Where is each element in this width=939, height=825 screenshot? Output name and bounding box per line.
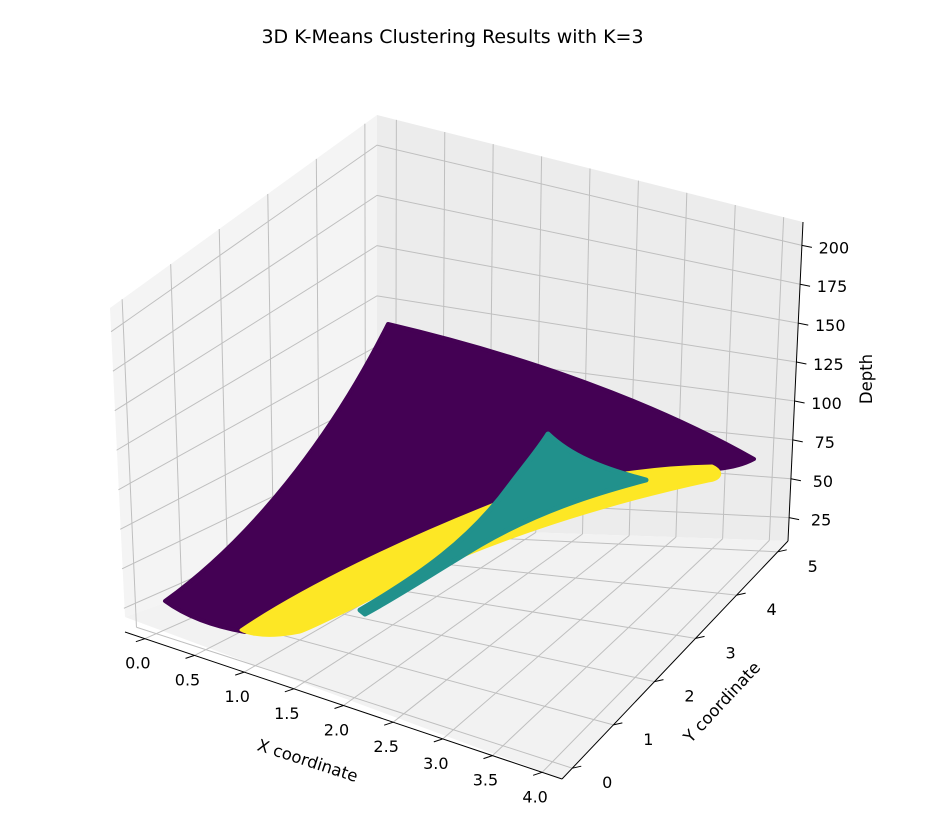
x-grid-line-back xyxy=(768,217,785,541)
z-tick xyxy=(799,283,811,287)
x-grid-line xyxy=(442,536,677,740)
chart-title: 3D K-Means Clustering Results with K=3 xyxy=(261,26,644,48)
y-grid-line-side xyxy=(170,264,183,609)
z-tick-label: 175 xyxy=(817,277,848,296)
x-tick xyxy=(433,738,443,743)
x-tick-label: 4.0 xyxy=(522,787,547,806)
x-tick-label: 3.5 xyxy=(473,771,498,790)
cluster-1-region xyxy=(357,431,649,617)
y-tick xyxy=(654,679,664,683)
y-tick-label: 2 xyxy=(684,687,694,706)
z-tick-label: 75 xyxy=(815,433,835,452)
x-tick-label: 0.0 xyxy=(125,654,150,673)
x-tick-label: 0.5 xyxy=(175,670,200,689)
y-tick-label: 0 xyxy=(602,773,612,792)
z-tick xyxy=(790,478,802,482)
z-tick xyxy=(792,439,803,443)
x-grid-line-back xyxy=(722,204,736,539)
x-grid-line xyxy=(492,538,723,756)
y-tick xyxy=(777,549,787,553)
y-grid-line-side xyxy=(218,229,229,590)
x-tick-label: 1.5 xyxy=(274,704,299,723)
x-grid-line xyxy=(392,535,630,723)
y-grid-line-side xyxy=(121,299,137,628)
y-tick xyxy=(695,635,705,639)
x-tick xyxy=(384,721,394,726)
z-tick xyxy=(796,361,807,365)
z-tick xyxy=(801,244,813,248)
ticks xyxy=(135,244,813,776)
y-tick xyxy=(736,592,746,596)
x-tick xyxy=(483,755,493,760)
z-axis-label: Depth xyxy=(857,354,876,404)
x-tick-label: 3.0 xyxy=(423,754,448,773)
z-tick-label: 125 xyxy=(813,355,844,374)
z-tick-label: 50 xyxy=(813,472,833,491)
z-tick xyxy=(788,517,800,521)
x-tick xyxy=(334,705,344,709)
z-tick-label: 100 xyxy=(811,394,842,413)
z-tick xyxy=(794,400,805,404)
y-tick xyxy=(613,722,623,726)
x-tick-label: 2.5 xyxy=(373,737,398,756)
z-grid-line xyxy=(112,194,801,372)
y-grid-line xyxy=(136,626,573,769)
z-grid-line xyxy=(110,144,803,333)
x-grid-line xyxy=(541,540,770,773)
x-grid-line xyxy=(343,533,583,706)
x-tick-label: 1.0 xyxy=(224,687,249,706)
y-tick-label: 4 xyxy=(767,600,777,619)
x-tick-label: 2.0 xyxy=(324,721,349,740)
x-axis-label: X coordinate xyxy=(255,736,360,786)
z-tick-label: 150 xyxy=(815,316,846,335)
z-tick-label: 25 xyxy=(811,511,831,530)
x-tick xyxy=(532,771,543,776)
x-tick xyxy=(235,671,245,676)
y-tick-label: 1 xyxy=(643,730,653,749)
z-tick xyxy=(798,322,809,326)
z-grid-line xyxy=(116,295,797,451)
x-tick xyxy=(185,654,195,659)
cluster-2-region xyxy=(239,464,722,637)
z-grid-line xyxy=(114,245,799,412)
x-tick xyxy=(135,638,146,643)
grid-lines xyxy=(110,119,803,773)
y-tick-label: 5 xyxy=(808,557,818,576)
x-grid-line xyxy=(293,531,537,690)
y-tick xyxy=(572,765,582,769)
x-tick xyxy=(284,688,294,693)
tick-labels: 0.0 0.5 1.0 1.5 2.0 2.5 3.0 3.5 4.0 0 1 2 3 4 5 25 50 75 1… xyxy=(125,238,849,806)
z-tick-label: 200 xyxy=(819,238,850,257)
cluster-surface xyxy=(163,322,756,637)
y-tick-label: 3 xyxy=(725,643,735,662)
